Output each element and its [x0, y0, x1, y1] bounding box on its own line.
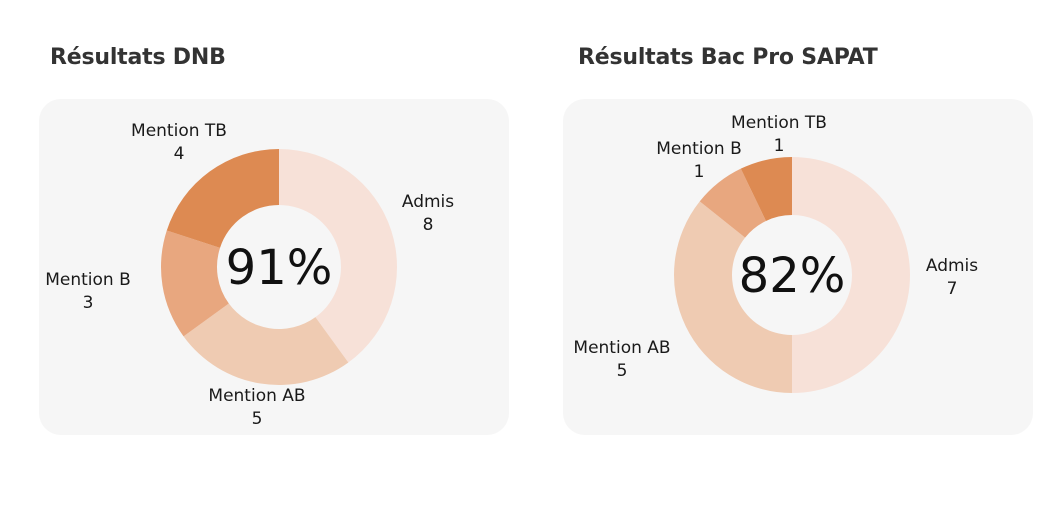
slice-label-mention-tb-bac-pro: Mention TB 1 [731, 113, 827, 156]
slice-mention-b-dnb [161, 230, 229, 337]
chart-card-dnb: Admis 8 Mention AB 5 Mention B 3 Mention TB 4 91… [39, 99, 509, 435]
slice-mention-b-bac-pro [699, 168, 766, 238]
slice-label-admis-dnb: Admis 8 [402, 192, 454, 235]
slice-mention-tb-dnb [166, 149, 279, 248]
donut-chart-dnb: Admis 8 Mention AB 5 Mention B 3 Mention TB 4 91… [45, 121, 454, 429]
chart-card-bac-pro: Admis 7 Mention AB 5 Mention B 1 Mention TB 1 82… [563, 99, 1033, 435]
slice-mention-tb-bac-pro [740, 157, 792, 221]
center-percentage-dnb: 91% [226, 240, 333, 296]
slice-label-mention-ab-dnb: Mention AB 5 [208, 386, 305, 429]
chart-title-bac-pro: Résultats Bac Pro SAPAT [578, 45, 878, 70]
slice-mention-ab-bac-pro [674, 201, 792, 393]
slice-label-admis-bac-pro: Admis 7 [926, 256, 978, 299]
slice-admis-bac-pro [792, 157, 910, 393]
slice-mention-ab-dnb [183, 303, 349, 385]
chart-title-dnb: Résultats DNB [50, 45, 226, 70]
center-percentage-bac-pro: 82% [739, 248, 846, 304]
slice-admis-dnb [279, 149, 397, 363]
slice-label-mention-tb-dnb: Mention TB 4 [131, 121, 227, 164]
slice-label-mention-ab-bac-pro: Mention AB 5 [573, 338, 670, 381]
